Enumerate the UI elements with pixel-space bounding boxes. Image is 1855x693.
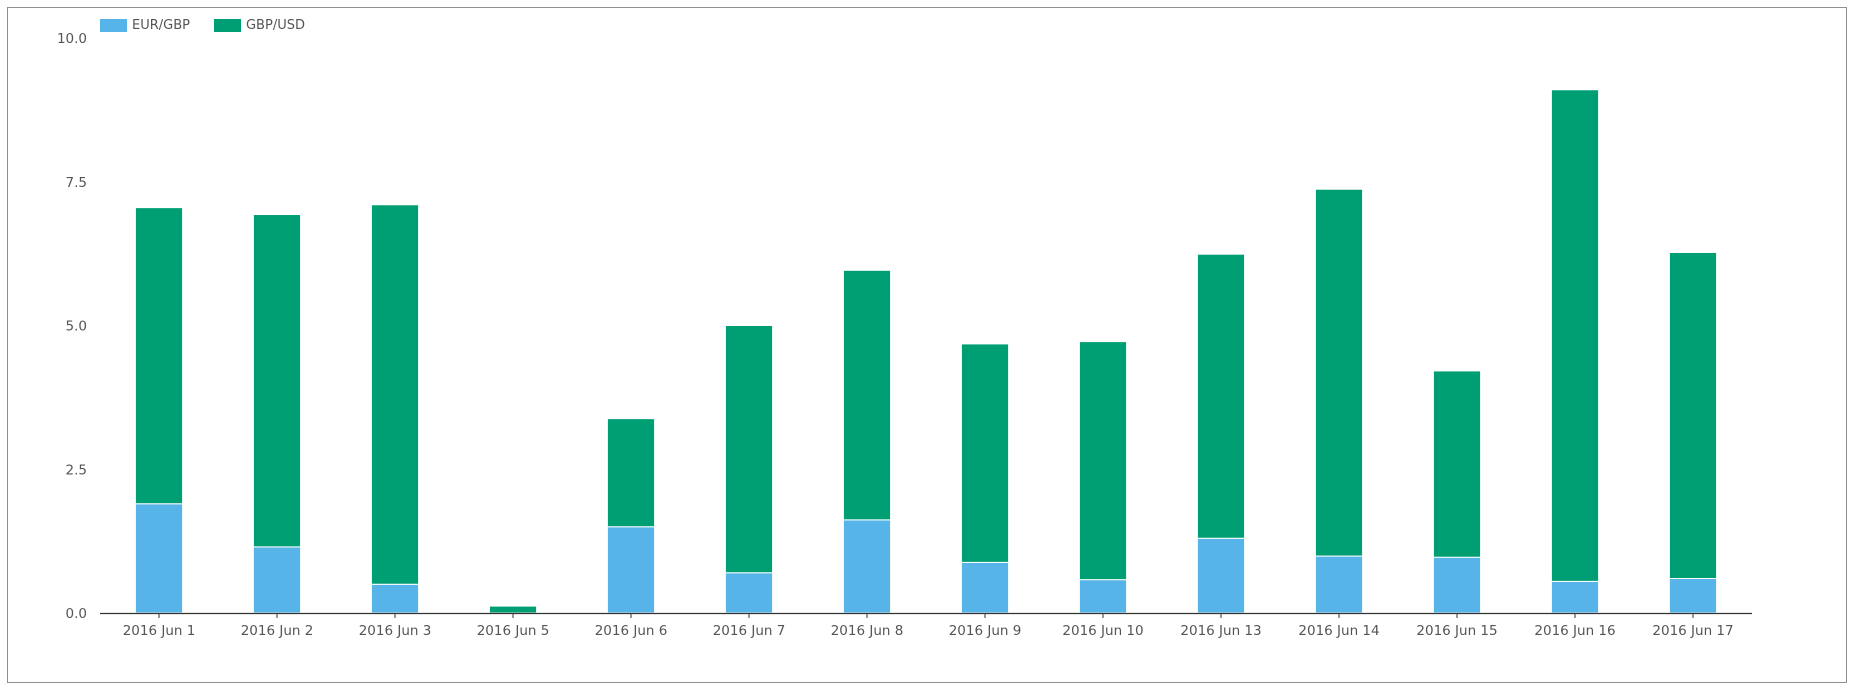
bar-segment-eur-gbp[interactable] [1432, 556, 1482, 614]
chart-frame [7, 7, 1847, 683]
y-axis: 0.0 2.5 5.0 7.5 10.0 [57, 31, 87, 622]
bar-segment-gbp-usd[interactable] [1078, 341, 1128, 581]
legend-item-gbp-usd[interactable]: GBP/USD [213, 18, 305, 33]
y-tick-label: 7.5 [66, 175, 87, 191]
bar-segment-eur-gbp[interactable] [1314, 555, 1364, 614]
bar-segment-eur-gbp[interactable] [252, 546, 302, 614]
bar-segment-gbp-usd[interactable] [134, 207, 184, 505]
bar-segment-eur-gbp[interactable] [1550, 580, 1600, 614]
bar-segment-gbp-usd[interactable] [252, 214, 302, 548]
bar-segment-eur-gbp[interactable] [724, 572, 774, 614]
x-tick-label: 2016 Jun 1 [123, 623, 196, 639]
bar-segment-eur-gbp[interactable] [134, 503, 184, 614]
bar-segment-eur-gbp[interactable] [1196, 537, 1246, 614]
bar-segment-gbp-usd[interactable] [488, 605, 538, 614]
bar-segment-eur-gbp[interactable] [842, 519, 892, 614]
x-tick-label: 2016 Jun 10 [1062, 623, 1143, 639]
legend-swatch-gbp-usd [213, 19, 241, 32]
bar-segment-eur-gbp[interactable] [1668, 578, 1718, 614]
y-tick-label: 5.0 [66, 319, 87, 335]
y-tick-label: 2.5 [66, 462, 87, 478]
bars-group [134, 89, 1718, 614]
bar-segment-gbp-usd[interactable] [1196, 253, 1246, 539]
x-tick-label: 2016 Jun 13 [1180, 623, 1261, 639]
legend: EUR/GBP GBP/USD [100, 18, 305, 33]
x-tick-label: 2016 Jun 9 [949, 623, 1022, 639]
legend-label-eur-gbp: EUR/GBP [132, 18, 190, 33]
bar-segment-gbp-usd[interactable] [1432, 370, 1482, 558]
bar-segment-gbp-usd[interactable] [1550, 89, 1600, 582]
legend-item-eur-gbp[interactable]: EUR/GBP [100, 18, 190, 33]
legend-swatch-eur-gbp [100, 19, 127, 32]
x-tick-label: 2016 Jun 6 [595, 623, 668, 639]
bar-segment-gbp-usd[interactable] [1314, 188, 1364, 557]
bar-segment-gbp-usd[interactable] [960, 343, 1010, 563]
bar-segment-eur-gbp[interactable] [606, 526, 656, 614]
x-tick-label: 2016 Jun 3 [359, 623, 432, 639]
bar-segment-gbp-usd[interactable] [370, 204, 420, 585]
bar-segment-eur-gbp[interactable] [1078, 579, 1128, 614]
x-tick-label: 2016 Jun 2 [241, 623, 314, 639]
bar-segment-eur-gbp[interactable] [370, 583, 420, 614]
x-axis: 2016 Jun 1 2016 Jun 2 2016 Jun 3 2016 Jun 5… [100, 612, 1752, 639]
bar-segment-gbp-usd[interactable] [606, 418, 656, 528]
y-tick-label: 0.0 [66, 606, 87, 622]
bar-segment-gbp-usd[interactable] [842, 269, 892, 521]
x-tick-label: 2016 Jun 7 [713, 623, 786, 639]
bar-segment-eur-gbp[interactable] [960, 561, 1010, 614]
x-tick-label: 2016 Jun 17 [1652, 623, 1733, 639]
x-tick-label: 2016 Jun 15 [1416, 623, 1497, 639]
x-tick-label: 2016 Jun 16 [1534, 623, 1615, 639]
bar-segment-gbp-usd[interactable] [724, 325, 774, 574]
x-tick-label: 2016 Jun 14 [1298, 623, 1379, 639]
x-tick-label: 2016 Jun 5 [477, 623, 550, 639]
y-tick-label: 10.0 [57, 31, 87, 47]
legend-label-gbp-usd: GBP/USD [245, 18, 305, 33]
bar-segment-gbp-usd[interactable] [1668, 251, 1718, 579]
x-tick-label: 2016 Jun 8 [831, 623, 904, 639]
